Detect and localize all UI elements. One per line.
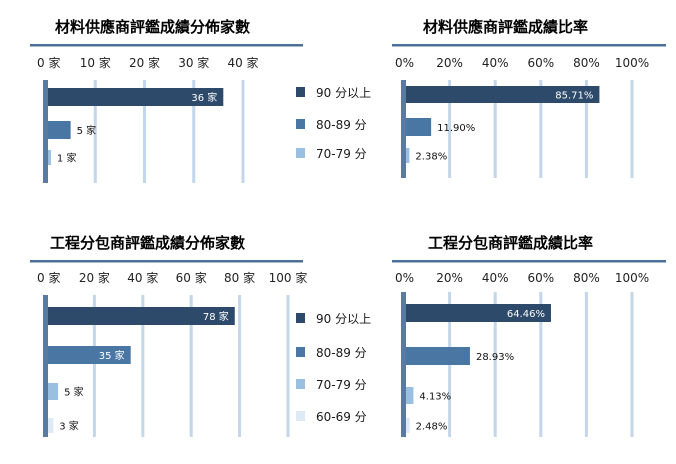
chart-4-axis (401, 292, 406, 437)
legend-top-label-1: 90 分以上 (316, 86, 371, 100)
chart-2-data-label-1: 85.71% (555, 91, 593, 102)
chart-4-gridline-3 (539, 292, 543, 437)
chart-2-gridline-3 (539, 80, 543, 178)
chart-3-bar-3 (46, 383, 59, 400)
chart-2-gridline-4 (584, 80, 588, 178)
chart-1-tick-label-4: 40 家 (227, 55, 258, 70)
chart-4-tick-label-2: 40% (482, 271, 509, 285)
legend-top-swatch-3 (296, 148, 305, 158)
chart-4-title: 工程分包商評鑑成績比率 (428, 234, 593, 252)
chart-1-gridline-1 (93, 80, 97, 183)
legend-top-swatch-1 (296, 87, 305, 97)
legend-bottom-label-1: 90 分以上 (316, 312, 371, 326)
chart-2-bar-3 (404, 148, 410, 163)
legend-top-label-3: 70-79 分 (316, 147, 367, 161)
chart-3-title-rule (30, 260, 303, 263)
chart-2-gridline-5 (630, 80, 634, 178)
chart-4-gridline-4 (584, 292, 588, 437)
chart-1-gridline-4 (241, 80, 245, 183)
chart-2-data-label-3: 2.38% (415, 152, 447, 163)
chart-1-tick-label-1: 10 家 (80, 55, 111, 70)
chart-3-gridline-4 (238, 295, 242, 437)
chart-3-title: 工程分包商評鑑成績分佈家數 (50, 234, 245, 252)
chart-2-title-rule (392, 44, 666, 47)
chart-3-tick-label-0: 0 家 (37, 270, 60, 285)
chart-2-tick-label-4: 80% (573, 56, 600, 70)
chart-4-gridline-2 (493, 292, 497, 437)
chart-1-bar-1 (46, 88, 224, 106)
chart-3-tick-label-2: 40 家 (127, 270, 158, 285)
chart-3-data-label-1: 78 家 (203, 310, 229, 323)
chart-4-tick-label-4: 80% (573, 271, 600, 285)
chart-4-bar-3 (404, 387, 414, 404)
chart-3-tick-label-1: 20 家 (79, 270, 110, 285)
chart-2-tick-label-2: 40% (482, 56, 509, 70)
chart-3-bar-1 (46, 307, 235, 325)
chart-4-tick-label-0: 0% (395, 271, 414, 285)
chart-2-data-label-2: 11.90% (437, 123, 475, 134)
chart-4-tick-label-3: 60% (527, 271, 554, 285)
chart-4-tick-label-5: 100% (615, 271, 649, 285)
chart-3-tick-label-3: 60 家 (176, 270, 207, 285)
chart-1-gridline-3 (192, 80, 196, 183)
chart-4-data-label-3: 4.13% (419, 392, 451, 403)
chart-1-title: 材料供應商評鑑成績分佈家數 (55, 18, 250, 36)
legend-bottom-swatch-2 (296, 347, 305, 357)
chart-3-gridline-3 (189, 295, 193, 437)
chart-4-title-rule (392, 260, 666, 263)
chart-1-data-label-2: 5 家 (77, 124, 97, 137)
chart-1-data-label-3: 1 家 (57, 152, 77, 165)
chart-3-gridline-5 (286, 295, 290, 437)
legend-top-swatch-2 (296, 119, 305, 129)
legend-bottom-label-2: 80-89 分 (316, 346, 367, 360)
chart-2-gridline-2 (493, 80, 497, 178)
chart-2-title: 材料供應商評鑑成績比率 (423, 18, 588, 36)
chart-4-bar-1 (404, 304, 551, 322)
chart-3-gridline-1 (92, 295, 96, 437)
chart-2-bar-1 (404, 86, 600, 103)
chart-1-title-rule (30, 44, 303, 47)
chart-2-tick-label-0: 0% (395, 56, 414, 70)
chart-3-tick-label-4: 80 家 (224, 270, 255, 285)
chart-4-data-label-1: 64.46% (507, 309, 545, 320)
chart-1-bar-2 (46, 121, 71, 139)
chart-3-data-label-2: 35 家 (99, 349, 125, 362)
chart-3-data-label-3: 5 家 (64, 386, 84, 399)
chart-4-data-label-2: 28.93% (476, 352, 514, 363)
chart-4-data-label-4: 2.48% (416, 422, 448, 433)
chart-2-bar-2 (404, 118, 432, 136)
chart-3-bar-4 (46, 418, 54, 433)
legend-bottom-swatch-4 (296, 411, 305, 421)
chart-1-tick-label-0: 0 家 (37, 55, 60, 70)
chart-2-tick-label-5: 100% (615, 56, 649, 70)
chart-4-tick-label-1: 20% (436, 271, 463, 285)
legend-bottom-label-4: 60-69 分 (316, 410, 367, 424)
chart-2-tick-label-3: 60% (527, 56, 554, 70)
legend-bottom-label-3: 70-79 分 (316, 378, 367, 392)
chart-3-bar-2 (46, 346, 131, 364)
chart-4-gridline-5 (630, 292, 634, 437)
chart-1-gridline-2 (143, 80, 146, 183)
chart-4-bar-2 (404, 347, 470, 365)
legend-top-label-2: 80-89 分 (316, 118, 367, 132)
chart-1-bar-3 (46, 150, 51, 165)
legend-bottom-swatch-3 (296, 379, 305, 389)
chart-2-tick-label-1: 20% (436, 56, 463, 70)
chart-2-gridline-1 (448, 80, 452, 178)
chart-4-bar-4 (404, 418, 410, 433)
chart-3-gridline-2 (141, 295, 145, 437)
chart-2-axis (401, 80, 406, 178)
chart-1-tick-label-3: 30 家 (178, 55, 209, 70)
chart-3-tick-label-5: 100 家 (269, 270, 308, 285)
legend-bottom-swatch-1 (296, 313, 305, 323)
chart-3-axis (43, 295, 48, 437)
chart-1-axis (43, 80, 48, 183)
chart-1-tick-label-2: 20 家 (129, 55, 160, 70)
chart-3-data-label-4: 3 家 (59, 420, 79, 433)
chart-1-data-label-1: 36 家 (191, 91, 217, 104)
